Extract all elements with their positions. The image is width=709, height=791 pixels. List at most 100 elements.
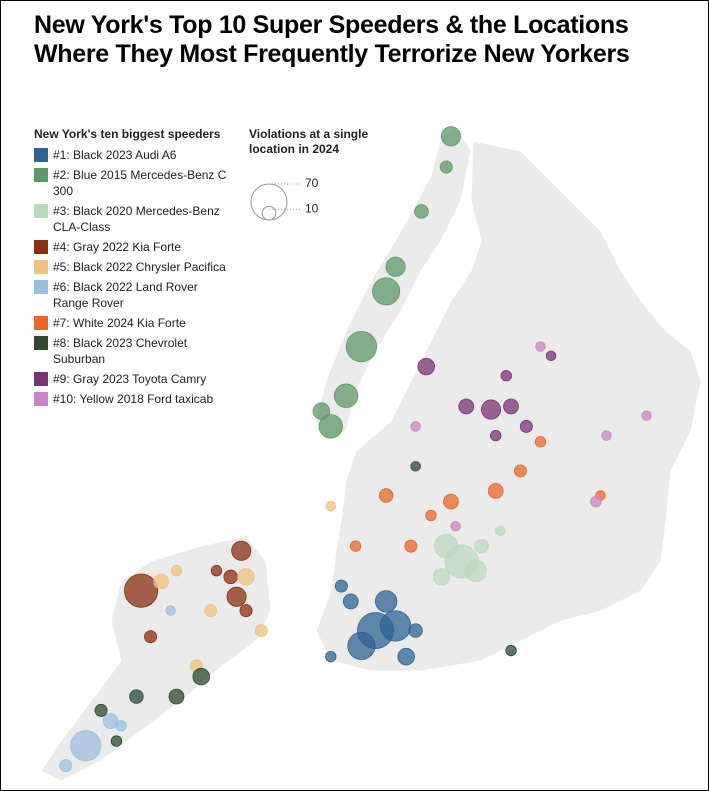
location-dot xyxy=(231,540,252,561)
location-dot xyxy=(70,730,102,762)
location-dot xyxy=(505,644,517,657)
location-dot xyxy=(347,631,376,660)
legend-swatch xyxy=(34,392,48,406)
legend: New York's ten biggest speeders #1: Blac… xyxy=(34,127,234,411)
legend-label: #1: Black 2023 Audi A6 xyxy=(53,148,177,162)
legend-label: #9: Gray 2023 Toyota Camry xyxy=(53,372,207,386)
size-legend-circle xyxy=(261,205,277,221)
location-dot xyxy=(59,759,73,773)
legend-swatch xyxy=(34,372,48,386)
legend-item: #6: Black 2022 Land Rover Range Rover xyxy=(34,279,234,311)
location-dot xyxy=(325,650,337,663)
location-dot xyxy=(342,593,359,610)
location-dot xyxy=(170,565,183,577)
legend-swatch xyxy=(34,168,48,182)
location-dot xyxy=(144,630,158,644)
legend-item: #4: Gray 2022 Kia Forte xyxy=(34,239,234,255)
location-dot xyxy=(349,540,362,552)
location-dot xyxy=(124,573,159,608)
legend-item: #3: Black 2020 Mercedes-Benz CLA-Class xyxy=(34,203,234,235)
location-dot xyxy=(601,430,612,441)
size-legend-label: 10 xyxy=(305,201,319,215)
location-dot xyxy=(535,341,546,352)
location-dot xyxy=(480,399,502,420)
location-dot xyxy=(334,579,348,593)
location-dot xyxy=(500,370,512,382)
location-dot xyxy=(94,703,108,717)
legend-label: #3: Black 2020 Mercedes-Benz CLA-Class xyxy=(53,204,220,234)
location-dot xyxy=(110,735,123,747)
location-dot xyxy=(223,569,238,585)
legend-swatch xyxy=(34,316,48,330)
location-dot xyxy=(503,398,519,415)
location-dot xyxy=(204,604,218,618)
location-dot xyxy=(318,414,343,439)
location-dot xyxy=(404,539,418,553)
location-dot xyxy=(414,204,429,219)
legend-label: #4: Gray 2022 Kia Forte xyxy=(53,240,182,254)
location-dot xyxy=(408,623,423,638)
location-dot xyxy=(513,464,527,478)
staten-island xyxy=(40,535,272,782)
legend-swatch xyxy=(34,260,48,274)
location-dot xyxy=(397,647,415,666)
legend-swatch xyxy=(34,148,48,162)
legend-item: #10: Yellow 2018 Ford taxicab xyxy=(34,391,234,407)
location-dot xyxy=(254,624,268,638)
legend-item: #9: Gray 2023 Toyota Camry xyxy=(34,371,234,387)
location-dot xyxy=(641,410,652,421)
size-legend: 70 10 xyxy=(250,176,319,221)
location-dot xyxy=(385,256,406,277)
legend-label: #2: Blue 2015 Mercedes-Benz C 300 xyxy=(53,168,227,198)
location-dot xyxy=(239,604,253,618)
title: New York's Top 10 Super Speeders & the L… xyxy=(34,11,630,68)
location-dot xyxy=(495,525,506,537)
location-dot xyxy=(372,277,401,306)
legend-label: #5: Black 2022 Chrysler Pacifica xyxy=(53,260,226,274)
location-dot xyxy=(165,605,176,616)
location-dot xyxy=(519,419,533,433)
location-dot xyxy=(226,586,247,607)
legend-item: #2: Blue 2015 Mercedes-Benz C 300 xyxy=(34,167,234,199)
location-dot xyxy=(325,501,336,512)
location-dot xyxy=(374,590,398,613)
location-dot xyxy=(210,565,223,577)
legend-label: #6: Black 2022 Land Rover Range Rover xyxy=(53,280,198,310)
location-dot xyxy=(439,160,453,174)
location-dot xyxy=(379,610,412,642)
legend-title: New York's ten biggest speeders xyxy=(34,127,221,141)
location-dot xyxy=(153,573,170,590)
location-dot xyxy=(440,126,461,147)
location-dot xyxy=(333,383,359,408)
location-dot xyxy=(417,357,435,376)
legend-swatch xyxy=(34,204,48,218)
location-dot xyxy=(434,533,459,559)
location-dot xyxy=(443,493,459,510)
legend-label: #10: Yellow 2018 Ford taxicab xyxy=(53,392,214,406)
location-dot xyxy=(425,509,437,522)
location-dot xyxy=(545,350,557,362)
location-dot xyxy=(410,421,421,432)
location-dot xyxy=(345,330,378,363)
location-dot xyxy=(192,667,210,686)
location-dot xyxy=(115,720,127,732)
legend-swatch xyxy=(34,280,48,294)
location-dot xyxy=(237,568,255,586)
legend-item: #1: Black 2023 Audi A6 xyxy=(34,147,234,163)
location-dot xyxy=(378,488,394,503)
size-legend-circle xyxy=(250,183,288,221)
location-dot xyxy=(464,559,487,582)
location-dot xyxy=(534,436,547,448)
location-dot xyxy=(487,483,504,499)
location-dot xyxy=(458,398,475,415)
location-dot xyxy=(450,520,461,532)
legend-swatch xyxy=(34,336,48,350)
legend-item: #7: White 2024 Kia Forte xyxy=(34,315,234,331)
legend-label: #8: Black 2023 Chevrolet Suburban xyxy=(53,336,188,366)
legend-label: #7: White 2024 Kia Forte xyxy=(53,316,186,330)
location-dot xyxy=(432,568,451,586)
location-dot xyxy=(590,495,602,508)
location-dot xyxy=(312,402,331,420)
